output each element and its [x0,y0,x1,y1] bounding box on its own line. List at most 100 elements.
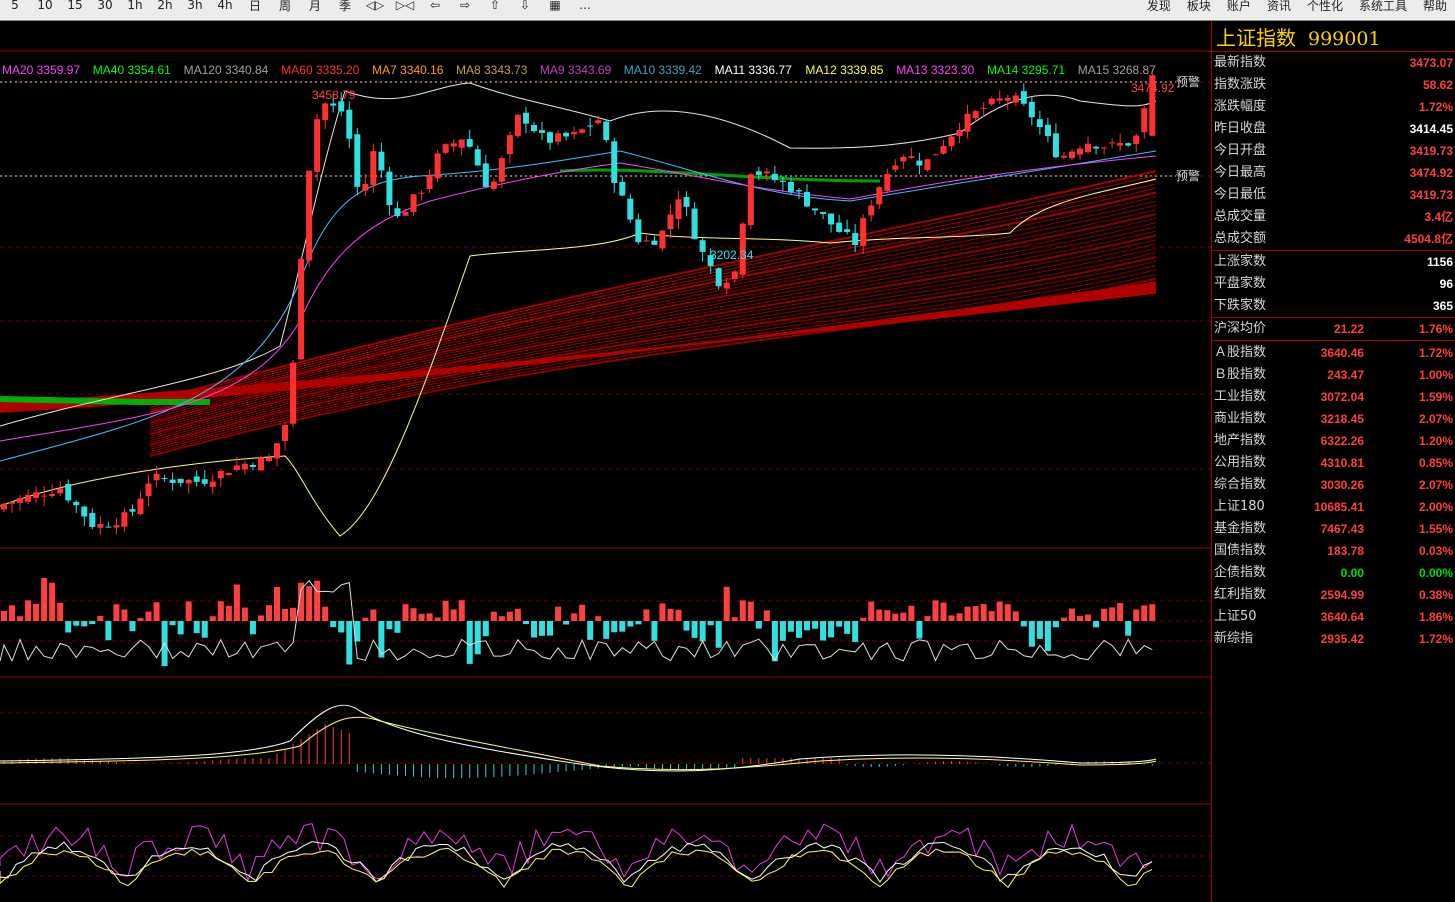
ma-line [149,183,1157,409]
period-button[interactable]: 季 [338,0,351,13]
breadth-rows: 上涨家数 1156 平盘家数 96 下跌家数 365 [1212,251,1455,318]
candle-body [691,208,698,240]
row-value: 3473.07 [1409,56,1453,70]
candle [177,478,184,487]
candle [25,489,32,505]
volume-bar [795,621,802,638]
volume-bar [852,621,859,643]
volume-bar [868,601,875,621]
volume-bar [137,617,144,621]
menu-item[interactable]: 发现 [1146,0,1171,13]
ma-legend-item: MA7 3340.16 [372,63,444,77]
candle [579,128,586,135]
period-button[interactable]: ⇦ [429,0,441,12]
candle [820,211,827,220]
period-button[interactable]: 1h [127,0,143,12]
candle [410,193,417,216]
volume-bar [964,606,971,621]
period-button[interactable]: 30 [97,0,113,12]
candle-body [707,255,714,266]
period-button[interactable]: 4h [217,0,233,12]
period-button[interactable]: 5 [11,0,19,12]
menu-item[interactable]: 个性化 [1306,0,1343,13]
candle [812,208,819,216]
volume-bar [707,621,714,626]
candle [426,169,433,194]
period-button[interactable]: ▷◁ [395,0,415,12]
candle [964,104,971,139]
ma-legend-item: MA9 3343.69 [540,63,612,77]
candle [1093,145,1100,155]
candle [836,214,843,233]
period-button[interactable]: 日 [248,0,261,13]
row-label: 上证180 [1214,499,1265,514]
period-button[interactable]: 15 [67,0,83,12]
period-button[interactable]: ⇧ [489,0,501,12]
chart-area[interactable]: 3458.79 3202.34 3474.92 预警 预警 MA20 3359.97 MA4… [0,21,1211,902]
volume-bar [514,608,521,621]
menu-item[interactable]: 板块 [1186,0,1211,13]
row-change: 1.20% [1418,434,1453,448]
period-button[interactable]: 3h [187,0,203,12]
candle-body [1117,142,1124,146]
candle-body [932,154,939,156]
period-button[interactable]: ⇩ [519,0,531,12]
menu-item[interactable]: 账户 [1226,0,1251,13]
period-button[interactable]: ▦ [549,0,561,12]
volume-bar [274,587,281,621]
candle-body [683,197,690,207]
menu-item[interactable]: 帮助 [1422,0,1447,13]
avg-price-change: 1.76% [1418,322,1453,336]
period-button[interactable]: 10 [37,0,53,12]
period-button[interactable]: 周 [278,0,291,13]
menu-item[interactable]: 系统工具 [1358,0,1407,13]
period-button[interactable]: 月 [308,0,321,13]
candle [9,501,16,513]
candle [81,505,88,526]
volume-bar [249,621,256,635]
volume-bar [153,602,160,621]
period-button[interactable]: 2h [157,0,173,12]
volume-bar [1101,608,1108,621]
avg-price-row: 沪深均价 21.22 1.76% [1212,318,1455,341]
period-button[interactable]: ⇨ [459,0,471,12]
volume-bar [378,621,385,658]
row-change: 2.07% [1418,478,1453,492]
candle [1117,133,1124,152]
candle-body [394,208,401,216]
volume-bar [555,606,562,621]
candle [715,267,722,290]
candle-body [892,165,899,170]
quote-row: 最新指数 3473.07 [1212,52,1455,74]
candle-body [771,173,778,181]
candle-body [675,199,682,220]
volume-bar [1,610,7,621]
ma-line [149,256,1157,446]
volume-bar [1093,621,1100,628]
ma-legend-item: MA8 3343.73 [456,63,528,77]
quote-row: 企债指数 0.00 0.00% [1212,562,1455,584]
quote-row: 地产指数 6322.26 1.20% [1212,430,1455,452]
row-value: 10685.41 [1313,500,1364,514]
candle [1052,123,1059,159]
quote-row: 涨跌幅度 1.72% [1212,96,1455,118]
volume-bar [450,609,457,621]
row-label: 红利指数 [1214,587,1267,602]
row-label: 公用指数 [1214,455,1267,470]
candle-body [402,212,409,216]
candle [844,219,851,235]
volume-bar [314,580,321,621]
candle [804,184,810,208]
candle-body [177,478,184,483]
period-button[interactable]: ◁▷ [365,0,385,12]
candle-body [836,222,843,232]
menu-item[interactable]: 资讯 [1266,0,1291,13]
candle-body [105,526,112,528]
volume-bar [306,586,313,621]
candle [763,167,770,181]
period-button[interactable]: ... [579,0,591,12]
candle-body [217,470,224,479]
candle [530,121,537,133]
candle [683,191,690,217]
